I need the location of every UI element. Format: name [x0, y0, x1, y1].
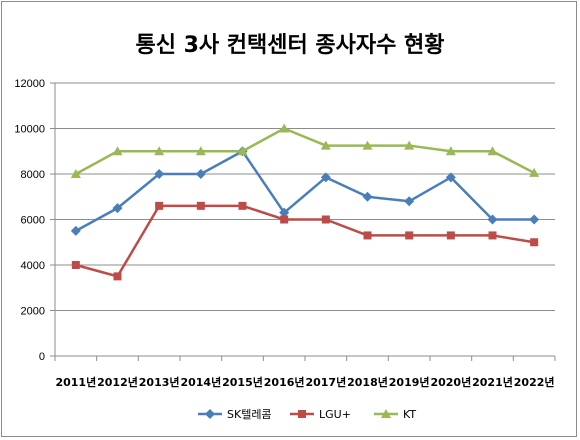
data-point	[320, 140, 331, 150]
legend-label: LGU+	[319, 408, 351, 421]
data-point	[405, 231, 414, 240]
data-point	[70, 225, 81, 236]
data-point	[404, 196, 415, 207]
legend-marker	[298, 410, 306, 418]
data-point	[362, 140, 373, 150]
data-point	[195, 146, 206, 156]
data-point	[112, 146, 123, 156]
x-tick-label: 2021년	[472, 375, 513, 389]
x-tick-label: 2012년	[97, 375, 138, 389]
legend: SK텔레콤 LGU+ KT	[198, 408, 416, 421]
x-tick-label: 2013년	[139, 375, 180, 389]
series-line	[75, 127, 535, 176]
legend-marker	[381, 409, 391, 418]
data-point	[195, 169, 206, 179]
x-tick-label: 2022년	[514, 375, 555, 389]
legend-label: KT	[403, 408, 416, 421]
data-point	[237, 146, 248, 156]
y-tick-label: 6000	[21, 215, 45, 227]
x-tick-label: 2011년	[55, 375, 96, 389]
data-point	[71, 261, 80, 269]
data-point	[445, 172, 456, 183]
data-point	[404, 140, 415, 150]
legend-item: KT	[374, 408, 416, 421]
data-point	[280, 215, 289, 224]
y-tick-label: 10000	[14, 124, 45, 136]
data-point	[113, 272, 122, 281]
series-diamond	[70, 146, 540, 236]
series-group	[70, 123, 540, 281]
legend-marker	[205, 409, 215, 419]
x-tick-label: 2015년	[222, 375, 263, 389]
y-tick-label: 12000	[14, 78, 45, 90]
data-point	[279, 207, 290, 218]
x-tick-label: 2018년	[347, 375, 388, 389]
data-point	[529, 167, 540, 177]
data-point	[529, 214, 540, 225]
x-tick-label: 2016년	[264, 375, 305, 389]
y-tick-label: 2000	[21, 306, 45, 318]
data-point	[196, 201, 205, 210]
x-tick-label: 2014년	[180, 375, 221, 389]
x-tick-label: 2020년	[430, 375, 471, 389]
series-line	[75, 204, 535, 278]
series-square	[71, 201, 539, 281]
data-point	[112, 203, 123, 214]
data-point	[321, 215, 330, 224]
x-axis: 2011년 2012년 2013년 2014년 2015년 2016년 2017년 2018년…	[54, 355, 556, 389]
legend-label: SK텔레콤	[227, 408, 272, 421]
data-point	[530, 238, 539, 247]
y-tick-label: 4000	[21, 260, 45, 272]
data-point	[70, 169, 81, 178]
data-point	[155, 201, 164, 210]
data-point	[362, 191, 373, 202]
data-point	[238, 201, 247, 210]
data-point	[446, 231, 455, 240]
y-tick-label: 0	[39, 351, 45, 363]
data-point	[279, 123, 290, 133]
data-point	[488, 231, 497, 240]
chart-title: 통신 3사 컨택센터 종사자수 현황	[135, 33, 444, 58]
x-tick-label: 2017년	[305, 375, 346, 389]
data-point	[445, 146, 456, 156]
series-line	[75, 150, 535, 232]
data-point	[154, 169, 165, 179]
x-tick-label: 2019년	[389, 375, 430, 389]
legend-item: SK텔레콤	[198, 408, 272, 421]
legend-item: LGU+	[290, 408, 351, 421]
data-point	[154, 146, 165, 156]
data-point	[487, 214, 498, 225]
y-tick-label: 8000	[21, 169, 45, 181]
y-axis: 0 2000 4000 6000 8000 10000 12000	[14, 78, 56, 363]
data-point	[363, 231, 372, 240]
data-point	[487, 146, 498, 156]
series-triangle	[70, 123, 540, 178]
data-point	[320, 172, 331, 183]
